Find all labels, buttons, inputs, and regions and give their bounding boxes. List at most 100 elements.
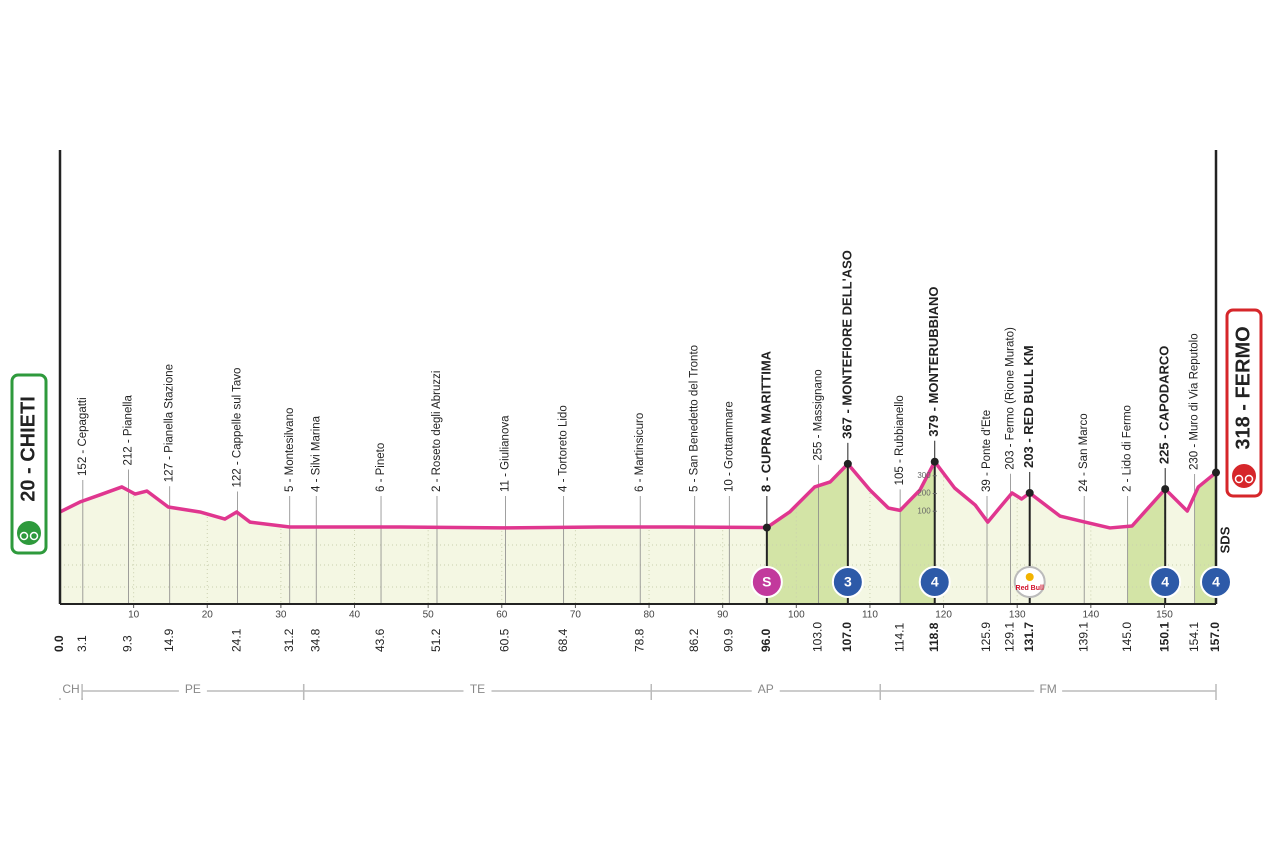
km-label: 103.0	[811, 622, 825, 652]
province-bg	[463, 682, 492, 698]
finish-label: 318 - FERMO	[1232, 326, 1254, 449]
x-tick-label: 70	[570, 610, 582, 621]
km-label: 78.8	[632, 628, 646, 652]
finish-box	[1225, 308, 1263, 498]
province-bg	[1034, 682, 1063, 698]
km-label: 0.0	[52, 635, 66, 652]
badge-text: 3	[844, 574, 852, 590]
x-tick-label: 130	[1009, 610, 1026, 621]
climb-badge	[750, 566, 783, 598]
y-tick-label: 100	[917, 506, 931, 515]
km-label: 107.0	[840, 622, 854, 652]
waypoint-dot	[1161, 485, 1170, 494]
km-label: 60.5	[498, 628, 512, 652]
waypoint-label: 230 - Muro di Via Reputolo	[1189, 333, 1201, 470]
badge-text: S	[762, 574, 771, 590]
km-label: 150.1	[1157, 622, 1171, 652]
x-tick-label: 50	[423, 610, 435, 621]
km-label: 31.2	[282, 628, 296, 652]
waypoint-label: 8 - CUPRA MARITTIMA	[758, 350, 773, 492]
waypoint-label: 367 - MONTEFIORE DELL'ASO	[839, 250, 854, 439]
km-label: 114.1	[892, 623, 906, 652]
waypoint-label: 24 - San Marco	[1078, 413, 1090, 492]
climb-badge	[918, 566, 951, 598]
km-label: 139.1	[1076, 622, 1090, 652]
waypoint-label: 2 - Roseto degli Abruzzi	[431, 371, 443, 492]
waypoint-label: 6 - Pineto	[375, 443, 387, 492]
waypoint-label: 122 - Cappelle sul Tavo	[231, 368, 243, 488]
waypoint-label: 4 - Tortoreto Lido	[558, 405, 570, 492]
x-tick-label: 140	[1082, 610, 1099, 621]
province-label: FM	[1039, 682, 1056, 696]
km-label: 43.6	[373, 628, 387, 652]
x-tick-label: 110	[862, 610, 878, 621]
y-tick-label: 200	[917, 489, 931, 498]
km-label: 90.9	[721, 628, 735, 652]
start-icon	[15, 519, 43, 547]
km-label: 125.9	[979, 622, 993, 652]
km-label: 51.2	[429, 628, 443, 652]
waypoint-label: 127 - Pianella Stazione	[164, 364, 176, 482]
badge-sun	[1025, 573, 1034, 581]
start-box	[10, 373, 48, 555]
start-icon-wheel	[19, 531, 29, 541]
badge-text: 4	[1161, 574, 1169, 590]
waypoint-dot	[843, 459, 852, 468]
km-label: 145.0	[1120, 622, 1134, 652]
waypoint-label: 152 - Cepagatti	[77, 397, 89, 476]
x-tick-label: 150	[1156, 610, 1173, 621]
waypoint-dot	[1025, 488, 1034, 497]
waypoint-label: 105 - Rubbianello	[894, 395, 906, 485]
km-label: 118.8	[927, 622, 941, 652]
start-icon-wheel	[29, 531, 39, 541]
x-tick-label: 100	[788, 610, 805, 621]
climb-area	[766, 463, 848, 604]
province-bg	[178, 682, 207, 698]
x-tick-label: 60	[496, 610, 508, 621]
km-label: 86.2	[687, 628, 701, 652]
y-tick-label: 300	[917, 471, 931, 480]
km-label: 129.1	[1003, 622, 1017, 652]
x-tick-label: 80	[643, 610, 655, 621]
finish-icon-wheel	[1244, 474, 1254, 484]
x-tick-label: 90	[717, 610, 729, 621]
climb-badge	[831, 566, 864, 598]
waypoint-label: 212 - Pianella	[123, 395, 135, 466]
x-tick-label: 40	[349, 610, 361, 621]
x-tick-label: 20	[202, 610, 214, 621]
province-label: AP	[758, 682, 774, 696]
km-label: 131.7	[1022, 622, 1036, 652]
km-label: 68.4	[556, 628, 570, 652]
waypoint-label: 2 - Lido di Fermo	[1122, 405, 1134, 492]
km-label: 24.1	[230, 628, 244, 652]
badge-text: 4	[931, 574, 939, 590]
x-tick-label: 120	[935, 610, 952, 621]
logo: SDS	[1217, 526, 1232, 553]
km-label: 34.8	[308, 628, 322, 652]
climb-badge	[1149, 566, 1182, 598]
x-tick-label: 30	[275, 610, 287, 621]
finish-icon	[1230, 462, 1258, 490]
waypoint-label: 5 - Montesilvano	[284, 408, 296, 492]
province-label: PE	[185, 682, 201, 696]
waypoint-label: 11 - Giulianova	[499, 415, 511, 492]
badge-text: Red Bull	[1016, 585, 1044, 592]
waypoint-label: 5 - San Benedetto del Tronto	[689, 345, 701, 492]
waypoint-label: 203 - Fermo (Rione Murato)	[1005, 327, 1017, 470]
waypoint-dot	[930, 457, 939, 466]
badge-text: 4	[1212, 574, 1220, 590]
km-label: 14.9	[162, 628, 176, 652]
start-label: 20 - CHIETI	[17, 396, 39, 502]
finish-icon-wheel	[1234, 474, 1244, 484]
km-label: 96.0	[759, 628, 773, 652]
waypoint-dot	[762, 523, 771, 532]
waypoint-label: 225 - CAPODARCO	[1157, 346, 1172, 464]
waypoint-label: 39 - Ponte d'Ete	[981, 410, 993, 492]
waypoint-label: 379 - MONTERUBBIANO	[926, 286, 941, 436]
climb-area	[900, 461, 935, 604]
climb-badge	[1200, 566, 1232, 598]
province-label: TE	[470, 682, 485, 696]
km-label: 9.3	[121, 635, 135, 652]
